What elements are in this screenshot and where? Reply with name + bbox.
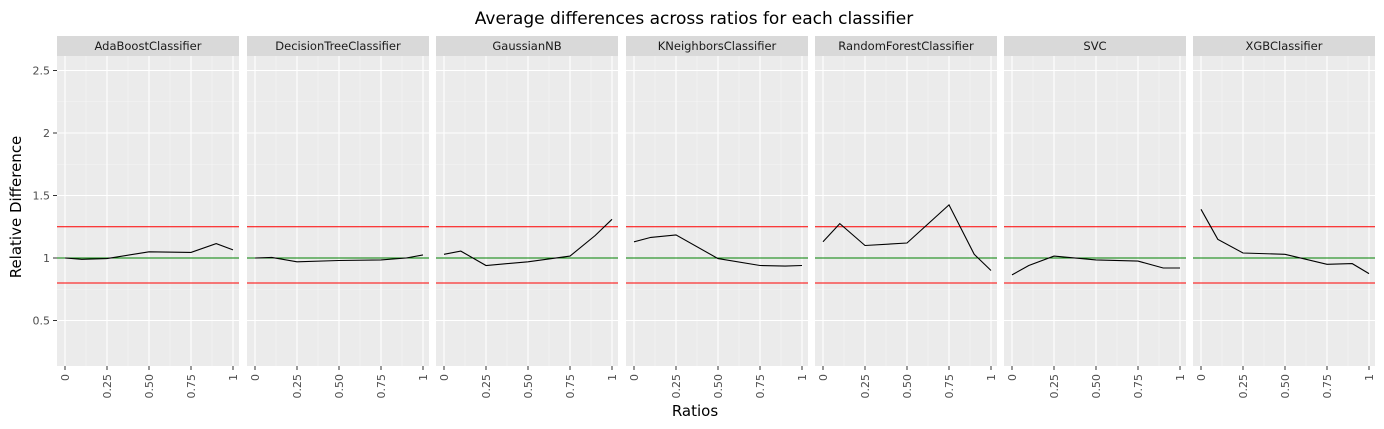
facet-strip (436, 36, 618, 56)
x-tick-label: 0.75 (754, 374, 767, 399)
x-tick-label: 0.75 (1321, 374, 1334, 399)
x-tick-label: 0 (438, 374, 451, 381)
facet-panel: KNeighborsClassifier 0 0.25 0.50 0.75 1 (626, 36, 809, 399)
x-tick-label: 1 (796, 374, 809, 381)
panel-background (1193, 56, 1375, 366)
x-tick-label: 0.75 (1132, 374, 1145, 399)
x-tick-label: 0.50 (143, 374, 156, 399)
x-tick-label: 0.50 (712, 374, 725, 399)
x-tick-label: 0 (249, 374, 262, 381)
facet-strip-label: DecisionTreeClassifier (275, 39, 401, 53)
facet-strip-label: KNeighborsClassifier (658, 39, 777, 53)
x-axis-label: Ratios (672, 402, 719, 420)
facet-strip (1004, 36, 1186, 56)
facet-strip (1193, 36, 1375, 56)
x-tick-label: 0.50 (1279, 374, 1292, 399)
x-tick-label: 0 (628, 374, 641, 381)
facet-strip (247, 36, 429, 56)
panel-background (57, 56, 239, 366)
x-tick-label: 0.75 (185, 374, 198, 399)
x-tick-label: 0.25 (291, 374, 304, 399)
y-axis-label: Relative Difference (7, 136, 25, 279)
x-tick-label: 1 (227, 374, 240, 381)
x-tick-label: 0 (817, 374, 830, 381)
x-tick-label: 0.75 (564, 374, 577, 399)
facet-panel: AdaBoostClassifier 0 0.25 0.50 0.75 1 (57, 36, 240, 399)
y-tick-label: 1 (43, 252, 50, 265)
facet-strip-label: XGBClassifier (1246, 39, 1323, 53)
x-tick-label: 0.75 (375, 374, 388, 399)
panel-background (247, 56, 429, 366)
series-line (633, 234, 803, 267)
x-tick-label: 0.25 (1048, 374, 1061, 399)
series-line (822, 204, 992, 271)
series-line (254, 254, 424, 263)
panel-background (815, 56, 997, 366)
y-tick-label: 0.5 (33, 315, 51, 328)
x-tick-label: 1 (985, 374, 998, 381)
x-tick-label: 1 (1174, 374, 1187, 381)
facet-panel: SVC 0 0.25 0.50 0.75 1 (1004, 36, 1187, 399)
x-tick-label: 0.25 (101, 374, 114, 399)
facet-panel: RandomForestClassifier 0 0.25 0.50 0.75 1 (815, 36, 998, 399)
x-tick-label: 0.25 (859, 374, 872, 399)
x-tick-label: 1 (606, 374, 619, 381)
chart-title: Average differences across ratios for ea… (475, 9, 913, 29)
series-line (1200, 209, 1370, 275)
facet-strip-label: RandomForestClassifier (838, 39, 974, 53)
y-tick-label: 2 (43, 127, 50, 140)
panel-background (436, 56, 618, 366)
facet-panel: DecisionTreeClassifier 0 0.25 0.50 0.75 1 (247, 36, 430, 399)
facet-strip (626, 36, 808, 56)
x-tick-label: 0.25 (670, 374, 683, 399)
panel-background (1004, 56, 1186, 366)
x-tick-label: 1 (1363, 374, 1376, 381)
y-axis: 0.5 1 1.5 2 2.5 (33, 65, 57, 328)
facet-strip-label: GaussianNB (492, 39, 561, 53)
y-tick-label: 1.5 (33, 190, 51, 203)
facet-strip (57, 36, 239, 56)
facet-strip-label: AdaBoostClassifier (95, 39, 202, 53)
x-tick-label: 0.50 (901, 374, 914, 399)
x-tick-label: 0 (1006, 374, 1019, 381)
x-tick-label: 0.50 (333, 374, 346, 399)
facet-panel: GaussianNB 0 0.25 0.50 0.75 1 (436, 36, 619, 399)
x-tick-label: 1 (417, 374, 430, 381)
facet-panel: XGBClassifier 0 0.25 0.50 0.75 1 (1193, 36, 1376, 399)
y-tick-label: 2.5 (33, 65, 51, 78)
facet-strip-label: SVC (1083, 39, 1106, 53)
x-tick-label: 0.25 (480, 374, 493, 399)
series-line (64, 243, 234, 260)
panel-background (626, 56, 808, 366)
x-tick-label: 0.50 (522, 374, 535, 399)
x-tick-label: 0.75 (943, 374, 956, 399)
x-tick-label: 0 (1195, 374, 1208, 381)
series-line (1011, 255, 1180, 276)
x-tick-label: 0.50 (1090, 374, 1103, 399)
x-tick-label: 0.25 (1237, 374, 1250, 399)
series-line (443, 218, 613, 267)
facet-strip (815, 36, 997, 56)
x-tick-label: 0 (59, 374, 72, 381)
